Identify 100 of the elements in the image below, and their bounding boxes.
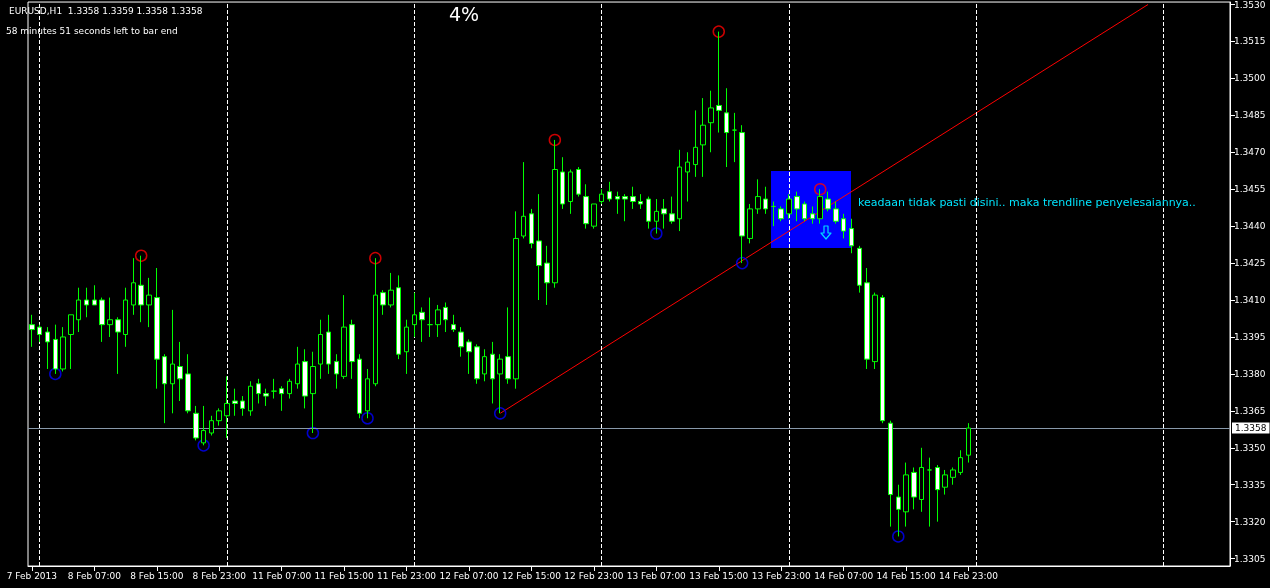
candlestick <box>778 205 784 222</box>
candlestick <box>271 378 277 400</box>
candlestick <box>99 297 105 343</box>
candlestick <box>396 274 401 360</box>
x-tick-label: 14 Feb 23:00 <box>939 570 999 581</box>
annotation: 4% <box>449 3 480 25</box>
x-tick-label: 11 Feb 23:00 <box>377 570 437 581</box>
candlestick <box>123 287 128 348</box>
candlestick <box>747 203 753 244</box>
candlestick <box>560 156 565 210</box>
x-tick-label: 8 Feb 23:00 <box>192 570 247 581</box>
candlestick <box>903 462 909 528</box>
candlestick <box>755 178 761 215</box>
y-tick-label: 1.3530 <box>1234 0 1266 10</box>
point <box>369 251 382 265</box>
candlestick <box>310 351 316 434</box>
candlestick <box>685 151 690 203</box>
y-tick-label: 1.3410 <box>1234 295 1266 306</box>
candlestick <box>474 343 480 385</box>
y-tick-label: 1.3485 <box>1234 110 1266 121</box>
candlestick <box>739 124 745 264</box>
x-tick-label: 8 Feb 07:00 <box>67 570 122 581</box>
x-tick-label: 14 Feb 07:00 <box>814 570 874 581</box>
candlestick <box>201 405 206 446</box>
candlestick <box>552 139 558 289</box>
candlestick <box>497 353 503 414</box>
candlestick <box>732 112 737 163</box>
candlestick <box>919 447 924 513</box>
candlestick <box>833 201 839 225</box>
candlestick <box>84 287 89 318</box>
candlestick <box>661 198 667 230</box>
x-tick-label: 12 Feb 23:00 <box>564 570 624 581</box>
candlestick <box>591 203 597 230</box>
candlestick <box>825 191 831 212</box>
point <box>892 530 905 543</box>
candlestick <box>896 484 901 537</box>
y-tick-label: 1.3305 <box>1234 553 1266 564</box>
x-tick-label: 8 Feb 15:00 <box>130 570 184 581</box>
candlestick <box>810 205 815 225</box>
chart-title: EURUSD,H1 1.3358 1.3359 1.3358 1.3358 <box>9 5 203 16</box>
candlestick <box>162 353 167 424</box>
candlestick <box>146 277 152 328</box>
candlestick <box>412 292 417 338</box>
candlestick <box>708 90 714 153</box>
candlestick <box>505 306 511 385</box>
candlestick <box>209 415 214 436</box>
candlestick <box>451 314 456 333</box>
candlestick <box>193 405 199 441</box>
point <box>306 426 320 440</box>
candlestick <box>911 466 917 510</box>
candlestick <box>677 149 682 232</box>
candlestick <box>443 301 448 333</box>
annotation: keadaan tidak pasti disini.. maka trendline penyelesaiannya.. <box>858 196 1196 209</box>
candlestick <box>857 245 862 294</box>
y-tick-label: 1.3425 <box>1234 258 1266 269</box>
point <box>712 25 726 38</box>
candlestick <box>794 191 800 222</box>
candlestick <box>646 196 651 230</box>
candlestick <box>45 326 50 370</box>
candlestick <box>115 316 121 375</box>
candlestick <box>583 183 589 230</box>
x-tick-label: 12 Feb 07:00 <box>439 570 499 581</box>
candlestick <box>568 169 573 215</box>
y-tick-label: 1.3455 <box>1234 184 1266 195</box>
candlestick <box>373 257 378 387</box>
candlestick <box>404 319 409 375</box>
candlestick <box>935 464 940 523</box>
candlestick <box>263 388 269 407</box>
candlestick <box>318 319 323 380</box>
candlestick <box>536 193 542 301</box>
candlestick <box>817 188 823 225</box>
candlestick <box>950 466 956 486</box>
x-tick-label: 14 Feb 15:00 <box>876 570 936 581</box>
candlestick <box>357 353 362 419</box>
candlestick <box>185 353 191 414</box>
y-tick-label: 1.3440 <box>1234 221 1266 232</box>
candlestick <box>513 210 519 390</box>
candlestick <box>419 306 425 343</box>
x-tick-label: 11 Feb 15:00 <box>314 570 374 581</box>
point <box>493 407 507 420</box>
x-tick-label: 7 Feb 2013 <box>6 570 58 581</box>
candlestick <box>693 109 698 178</box>
candlestick <box>107 297 113 338</box>
point <box>49 367 62 381</box>
candlestick <box>864 267 870 370</box>
y-tick-label: 1.3500 <box>1234 73 1266 84</box>
candlestick <box>177 341 183 402</box>
y-tick-label: 1.3320 <box>1234 516 1266 527</box>
candlestick <box>365 368 370 419</box>
candlestick <box>232 388 238 417</box>
candlestick <box>302 348 308 409</box>
candlestick <box>154 267 160 390</box>
candlestick <box>216 407 222 427</box>
candlestick <box>607 181 612 203</box>
y-tick-label: 1.3380 <box>1234 368 1266 379</box>
candlestick <box>521 161 526 239</box>
candlestick <box>716 31 722 134</box>
candlestick <box>131 257 136 316</box>
y-tick-label: 1.3335 <box>1234 479 1266 490</box>
candlestick <box>544 245 550 306</box>
